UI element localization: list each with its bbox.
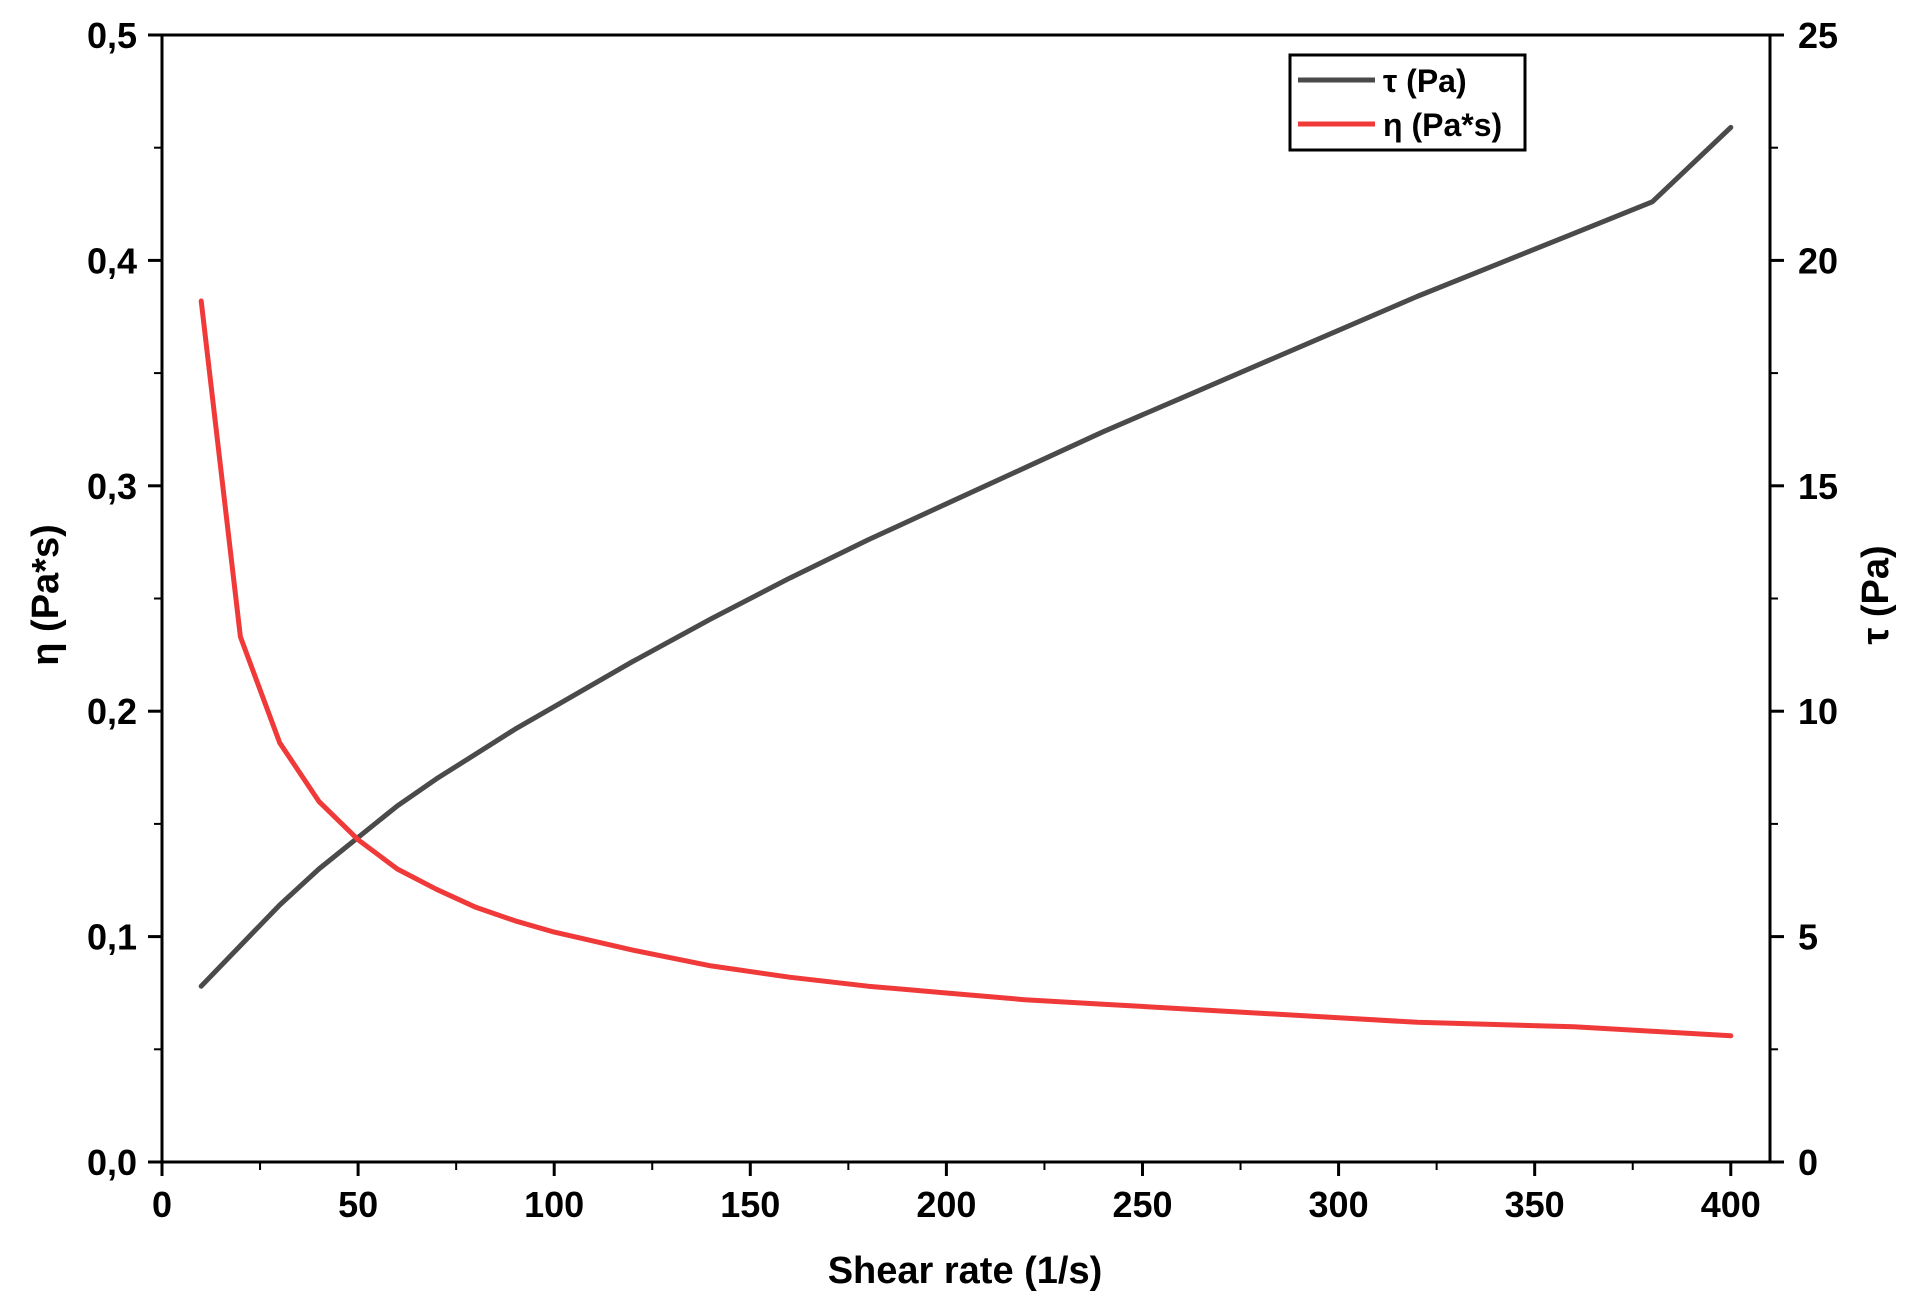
series-line-eta [198,298,1734,1039]
x-tick-label: 350 [1505,1184,1565,1225]
x-tick-label: 300 [1309,1184,1369,1225]
x-tick-label: 200 [916,1184,976,1225]
y-right-tick-label: 25 [1798,15,1838,56]
x-tick-label: 100 [524,1184,584,1225]
series-layer [198,124,1734,1039]
y-right-tick-label: 5 [1798,917,1818,958]
y-left-tick-label: 0,0 [87,1142,137,1183]
y-left-tick-label: 0,1 [87,917,137,958]
legend-label-eta: η (Pa*s) [1383,107,1502,143]
x-tick-label: 0 [152,1184,172,1225]
y-left-tick-label: 0,3 [87,466,137,507]
x-tick-label: 250 [1112,1184,1172,1225]
x-tick-label: 150 [720,1184,780,1225]
y-right-axis-title: τ (Pa) [1855,545,1897,644]
x-tick-label: 400 [1701,1184,1761,1225]
y-left-axis-ticks: 0,0 0,1 0,2 0,3 0,4 0,5 [87,15,162,1183]
legend-label-tau: τ (Pa) [1383,63,1467,99]
y-right-tick-label: 20 [1798,240,1838,281]
y-right-tick-label: 10 [1798,691,1838,732]
y-right-tick-label: 0 [1798,1142,1818,1183]
legend-box [1288,53,1527,152]
y-left-axis-title: η (Pa*s) [25,524,67,665]
y-left-tick-label: 0,4 [87,240,137,281]
x-axis-title: Shear rate (1/s) [828,1250,1103,1292]
x-tick-label: 50 [338,1184,378,1225]
y-right-tick-label: 15 [1798,466,1838,507]
y-left-tick-label: 0,2 [87,691,137,732]
y-left-tick-label: 0,5 [87,15,137,56]
legend: τ (Pa) η (Pa*s) [1288,53,1527,152]
y-right-axis-ticks: 0 5 10 15 20 25 [1770,15,1838,1183]
x-axis-ticks: 0 50 100 150 200 250 300 350 400 [152,1162,1761,1225]
